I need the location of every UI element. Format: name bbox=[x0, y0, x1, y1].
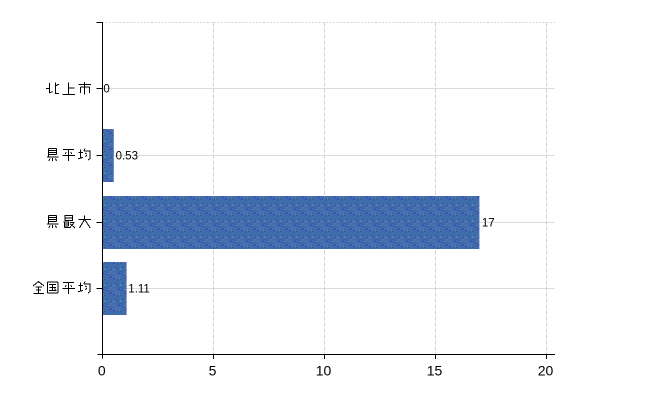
svg-text:0.53: 0.53 bbox=[116, 151, 138, 163]
svg-text:0: 0 bbox=[98, 363, 106, 379]
svg-text:5: 5 bbox=[209, 363, 217, 379]
svg-text:20: 20 bbox=[538, 363, 554, 379]
svg-text:0: 0 bbox=[103, 84, 109, 96]
svg-text:10: 10 bbox=[316, 363, 332, 379]
svg-text:1.11: 1.11 bbox=[128, 284, 150, 296]
svg-text:15: 15 bbox=[427, 363, 443, 379]
svg-text:17: 17 bbox=[482, 218, 495, 230]
